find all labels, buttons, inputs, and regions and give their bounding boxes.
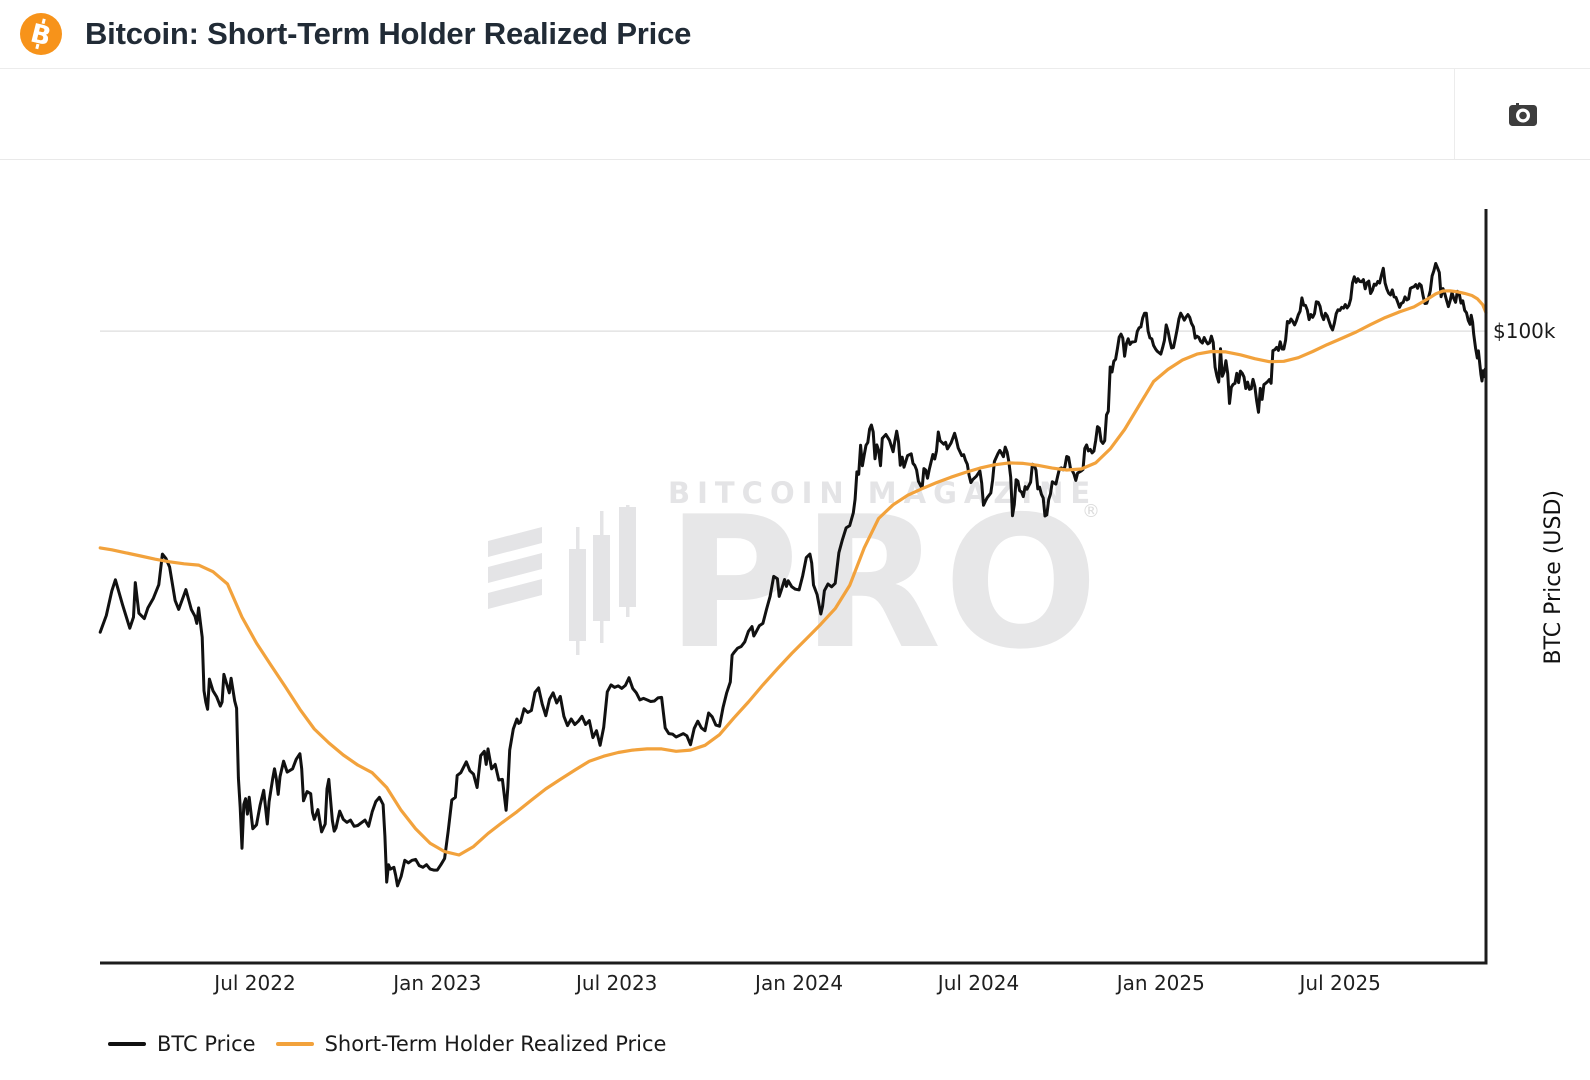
bitcoin-icon: B — [20, 13, 62, 55]
page-title: Bitcoin: Short-Term Holder Realized Pric… — [85, 16, 692, 51]
x-axis-tick-label: Jan 2023 — [391, 971, 481, 995]
x-axis-tick-label: Jul 2023 — [574, 971, 657, 995]
y-gridline-label: $100k — [1493, 319, 1556, 343]
screenshot-button[interactable] — [1502, 95, 1544, 133]
sth-realized-price-line — [98, 289, 1488, 857]
registered-trademark-icon: ® — [1082, 501, 1100, 522]
legend-item-sth-realized-price[interactable]: Short-Term Holder Realized Price — [275, 1032, 667, 1056]
y-axis-title: BTC Price (USD) — [1541, 490, 1566, 665]
x-axis-tick-label: Jul 2022 — [212, 971, 295, 995]
header: B Bitcoin: Short-Term Holder Realized Pr… — [0, 0, 1590, 68]
x-axis-tick-label: Jan 2024 — [753, 971, 843, 995]
legend-label: BTC Price — [157, 1032, 256, 1056]
toolbar-right-section — [1454, 69, 1590, 159]
price-chart-plot[interactable]: $100k Jul 2022 Jan 2023 Jul 2023 Jan 2024 Ju… — [0, 160, 1590, 1079]
watermark: BITCOIN MAGAZINE PRO ® — [0, 160, 1590, 1079]
chart-legend: BTC Price Short-Term Holder Realized Pri… — [108, 1032, 666, 1056]
chart-region: BITCOIN MAGAZINE PRO ® $100k Jul 2022 Jan… — [0, 160, 1590, 1079]
toolbar — [0, 68, 1590, 160]
btc-price-swatch-icon — [108, 1042, 146, 1046]
x-axis-tick-labels: Jul 2022 Jan 2023 Jul 2023 Jan 2024 Jul 2024… — [212, 971, 1381, 995]
watermark-brand-text: BITCOIN MAGAZINE — [668, 476, 1098, 510]
x-axis-tick-label: Jan 2025 — [1115, 971, 1205, 995]
legend-label: Short-Term Holder Realized Price — [324, 1032, 667, 1056]
btc-price-line — [98, 262, 1488, 888]
sth-realized-price-swatch-icon — [275, 1042, 314, 1046]
camera-icon — [1508, 103, 1537, 126]
x-axis-tick-label: Jul 2025 — [1298, 971, 1381, 995]
watermark-pro-text: PRO — [666, 477, 1101, 689]
legend-item-btc-price[interactable]: BTC Price — [108, 1032, 256, 1056]
x-axis-tick-label: Jul 2024 — [936, 971, 1019, 995]
candlestick-logo-icon — [488, 505, 636, 655]
y-gridlines: $100k — [100, 319, 1556, 343]
